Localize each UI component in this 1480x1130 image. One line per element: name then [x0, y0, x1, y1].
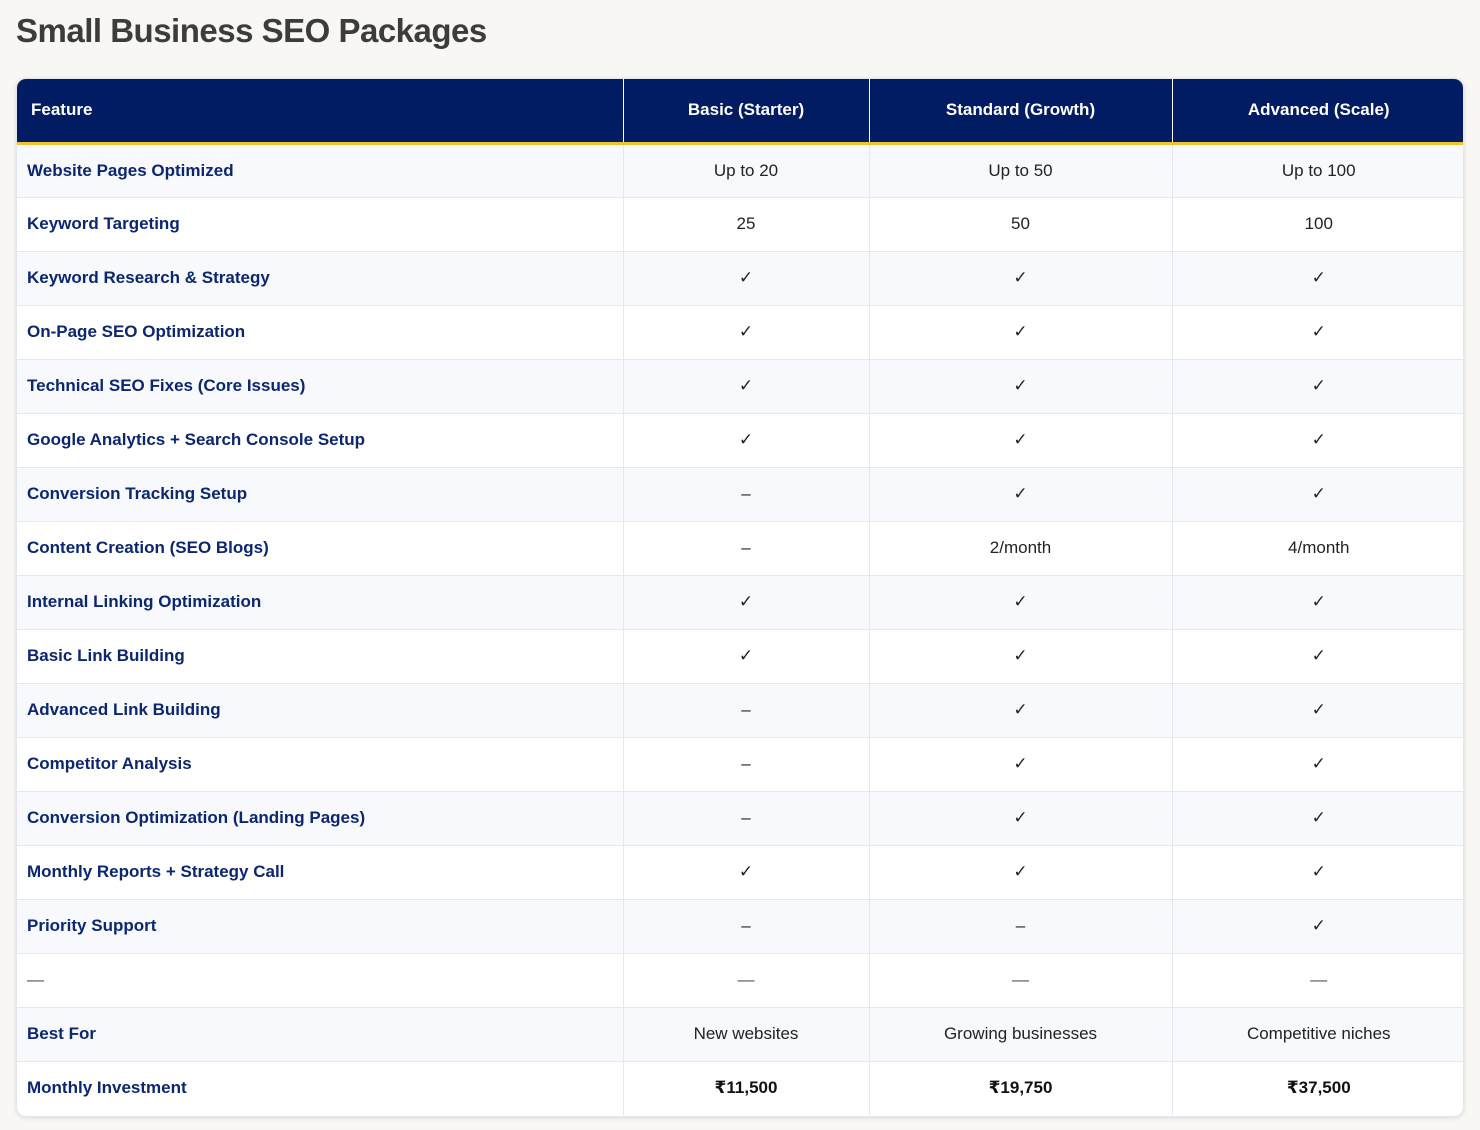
- feature-cell: Best For: [17, 1007, 624, 1061]
- basic-cell: –: [623, 899, 870, 953]
- feature-cell: —: [17, 953, 624, 1007]
- standard-cell: ✓: [869, 251, 1173, 305]
- feature-cell: Competitor Analysis: [17, 737, 624, 791]
- standard-price: ₹19,750: [869, 1061, 1173, 1115]
- basic-cell: –: [623, 467, 870, 521]
- basic-cell: –: [623, 521, 870, 575]
- advanced-cell: ✓: [1311, 754, 1326, 773]
- advanced-cell: ✓: [1311, 376, 1326, 395]
- standard-cell: –: [869, 899, 1173, 953]
- basic-cell: –: [623, 791, 870, 845]
- advanced-cell: ✓: [1311, 808, 1326, 827]
- feature-cell: Internal Linking Optimization: [17, 575, 624, 629]
- standard-cell: Up to 50: [869, 143, 1173, 197]
- page-title: Small Business SEO Packages: [16, 12, 487, 49]
- advanced-cell: ✓: [1311, 484, 1326, 503]
- table-row: Keyword Targeting 25 50 100: [17, 197, 1463, 251]
- best-for-row: Best For New websites Growing businesses…: [17, 1007, 1463, 1061]
- feature-cell: Technical SEO Fixes (Core Issues): [17, 359, 624, 413]
- standard-cell: 2/month: [869, 521, 1173, 575]
- advanced-cell: ✓: [1311, 322, 1326, 341]
- advanced-cell: Up to 100: [1281, 160, 1356, 180]
- basic-cell: —: [623, 953, 870, 1007]
- table-row: Advanced Link Building – ✓ ✓: [17, 683, 1463, 737]
- basic-cell: ✓: [623, 251, 870, 305]
- feature-cell: Keyword Targeting: [17, 197, 624, 251]
- basic-cell: ✓: [623, 575, 870, 629]
- basic-cell: New websites: [623, 1007, 870, 1061]
- advanced-cell: ✓: [1311, 430, 1326, 449]
- basic-cell: ✓: [623, 359, 870, 413]
- feature-cell: Conversion Tracking Setup: [17, 467, 624, 521]
- advanced-cell: ✓: [1311, 700, 1326, 719]
- table-row: Google Analytics + Search Console Setup …: [17, 413, 1463, 467]
- advanced-cell: ✓: [1311, 916, 1326, 935]
- feature-cell: Basic Link Building: [17, 629, 624, 683]
- feature-cell: Monthly Investment: [17, 1061, 624, 1115]
- header-standard: Standard (Growth): [869, 79, 1173, 145]
- basic-cell: –: [623, 683, 870, 737]
- feature-cell: Monthly Reports + Strategy Call: [17, 845, 624, 899]
- standard-cell: ✓: [869, 467, 1173, 521]
- feature-cell: Google Analytics + Search Console Setup: [17, 413, 624, 467]
- advanced-cell: 100: [1304, 214, 1333, 233]
- feature-cell: Priority Support: [17, 899, 624, 953]
- table-row: Internal Linking Optimization ✓ ✓ ✓: [17, 575, 1463, 629]
- monthly-investment-row: Monthly Investment ₹11,500 ₹19,750 ₹37,5…: [17, 1061, 1463, 1115]
- basic-cell: ✓: [623, 845, 870, 899]
- standard-cell: ✓: [869, 359, 1173, 413]
- basic-cell: 25: [623, 197, 870, 251]
- seo-packages-table: Feature Basic (Starter) Standard (Growth…: [16, 78, 1464, 1117]
- header-basic: Basic (Starter): [623, 79, 870, 145]
- standard-cell: ✓: [869, 305, 1173, 359]
- table-row: Monthly Reports + Strategy Call ✓ ✓ ✓: [17, 845, 1463, 899]
- standard-cell: ✓: [869, 575, 1173, 629]
- standard-cell: ✓: [869, 413, 1173, 467]
- advanced-cell: Competitive niches: [1246, 1024, 1391, 1043]
- table-row: Competitor Analysis – ✓ ✓: [17, 737, 1463, 791]
- table-row: Priority Support – – ✓: [17, 899, 1463, 953]
- basic-cell: Up to 20: [623, 143, 870, 197]
- advanced-cell: 4/month: [1288, 538, 1350, 557]
- standard-cell: ✓: [869, 737, 1173, 791]
- feature-cell: Content Creation (SEO Blogs): [17, 521, 624, 575]
- table-header-row: Feature Basic (Starter) Standard (Growth…: [17, 79, 1463, 145]
- table-row: Conversion Optimization (Landing Pages) …: [17, 791, 1463, 845]
- advanced-cell: ✓: [1311, 646, 1326, 665]
- standard-cell: ✓: [869, 791, 1173, 845]
- basic-price: ₹11,500: [623, 1061, 870, 1115]
- basic-cell: ✓: [623, 629, 870, 683]
- standard-cell: —: [869, 953, 1173, 1007]
- feature-cell: Advanced Link Building: [17, 683, 624, 737]
- feature-cell: Keyword Research & Strategy: [17, 251, 624, 305]
- advanced-cell: —: [1310, 970, 1328, 989]
- basic-cell: ✓: [623, 305, 870, 359]
- advanced-cell: ✓: [1311, 862, 1326, 881]
- feature-cell: Conversion Optimization (Landing Pages): [17, 791, 624, 845]
- basic-cell: –: [623, 737, 870, 791]
- standard-cell: Growing businesses: [869, 1007, 1173, 1061]
- table-row: Website Pages Optimized Up to 20 Up to 5…: [17, 143, 1463, 197]
- standard-cell: ✓: [869, 629, 1173, 683]
- standard-cell: ✓: [869, 845, 1173, 899]
- basic-cell: ✓: [623, 413, 870, 467]
- table-row: Basic Link Building ✓ ✓ ✓: [17, 629, 1463, 683]
- feature-cell: On-Page SEO Optimization: [17, 305, 624, 359]
- separator-row: — — — —: [17, 953, 1463, 1007]
- standard-cell: 50: [869, 197, 1173, 251]
- table-row: Keyword Research & Strategy ✓ ✓ ✓: [17, 251, 1463, 305]
- advanced-cell: ✓: [1311, 268, 1326, 287]
- table-row: On-Page SEO Optimization ✓ ✓ ✓: [17, 305, 1463, 359]
- standard-cell: ✓: [869, 683, 1173, 737]
- table-row: Technical SEO Fixes (Core Issues) ✓ ✓ ✓: [17, 359, 1463, 413]
- advanced-price: ₹37,500: [1286, 1078, 1351, 1098]
- header-advanced: Advanced (Scale): [1172, 79, 1463, 145]
- advanced-cell: ✓: [1311, 592, 1326, 611]
- feature-cell: Website Pages Optimized: [17, 143, 624, 197]
- header-feature: Feature: [17, 79, 624, 145]
- table-row: Conversion Tracking Setup – ✓ ✓: [17, 467, 1463, 521]
- table-row: Content Creation (SEO Blogs) – 2/month 4…: [17, 521, 1463, 575]
